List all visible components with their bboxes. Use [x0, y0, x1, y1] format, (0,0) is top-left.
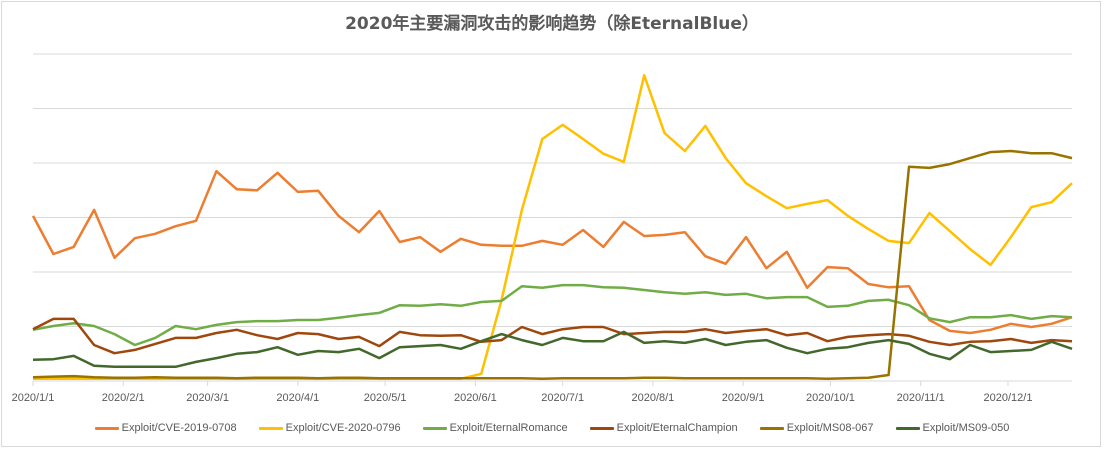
legend-item: Exploit/MS08-067 — [759, 422, 874, 434]
x-tick-label: 2020/8/1 — [631, 392, 674, 404]
x-tick-label: 2020/2/1 — [102, 392, 145, 404]
legend-swatch-icon — [94, 426, 119, 430]
x-axis: 2020/1/1 2020/2/1 2020/3/1 2020/4/1 2020/5/1… — [12, 381, 1033, 404]
legend-item: Exploit/EternalChampion — [589, 422, 738, 434]
x-tick-label: 2020/5/1 — [364, 392, 407, 404]
x-tick-label: 2020/3/1 — [186, 392, 229, 404]
legend-label: Exploit/CVE-2019-0708 — [121, 422, 237, 434]
legend-item: Exploit/CVE-2020-0796 — [258, 422, 401, 434]
legend-swatch-icon — [422, 426, 447, 430]
legend-label: Exploit/MS09-050 — [922, 422, 1010, 434]
series-line-exploit-ms09-050 — [32, 330, 1073, 369]
x-tick-label: 2020/4/1 — [276, 392, 319, 404]
legend-item: Exploit/MS09-050 — [895, 422, 1010, 434]
x-tick-label: 2020/12/1 — [984, 392, 1033, 404]
x-tick-label: 2020/7/1 — [541, 392, 584, 404]
legend-label: Exploit/CVE-2020-0796 — [285, 422, 401, 434]
legend-label: Exploit/EternalChampion — [616, 422, 738, 434]
series-line-exploit-eternalchampion — [32, 317, 1073, 355]
legend-swatch-icon — [895, 426, 920, 430]
legend-swatch-icon — [258, 426, 283, 430]
chart-title: 2020年主要漏洞攻击的影响趋势（除EternalBlue） — [345, 14, 759, 34]
series-lines — [31, 74, 1073, 381]
legend: Exploit/CVE-2019-0708 Exploit/CVE-2020-07… — [0, 422, 1104, 434]
series-line-exploit-cve-2020-0796 — [33, 74, 1073, 381]
x-tick-label: 2020/6/1 — [454, 392, 497, 404]
legend-swatch-icon — [759, 426, 784, 430]
legend-swatch-icon — [589, 426, 614, 430]
series-line-exploit-ms08-067 — [32, 149, 1073, 381]
x-tick-label: 2020/10/1 — [806, 392, 855, 404]
legend-label: Exploit/MS08-067 — [786, 422, 874, 434]
legend-item: Exploit/CVE-2019-0708 — [94, 422, 237, 434]
x-tick-label: 2020/9/1 — [722, 392, 765, 404]
x-tick-label: 2020/1/1 — [12, 392, 55, 404]
legend-label: Exploit/EternalRomance — [449, 422, 568, 434]
legend-item: Exploit/EternalRomance — [422, 422, 568, 434]
series-line-exploit-cve-2019-0708 — [31, 169, 1073, 335]
series-line-exploit-eternalromance — [32, 283, 1073, 347]
x-tick-label: 2020/11/1 — [897, 392, 945, 404]
